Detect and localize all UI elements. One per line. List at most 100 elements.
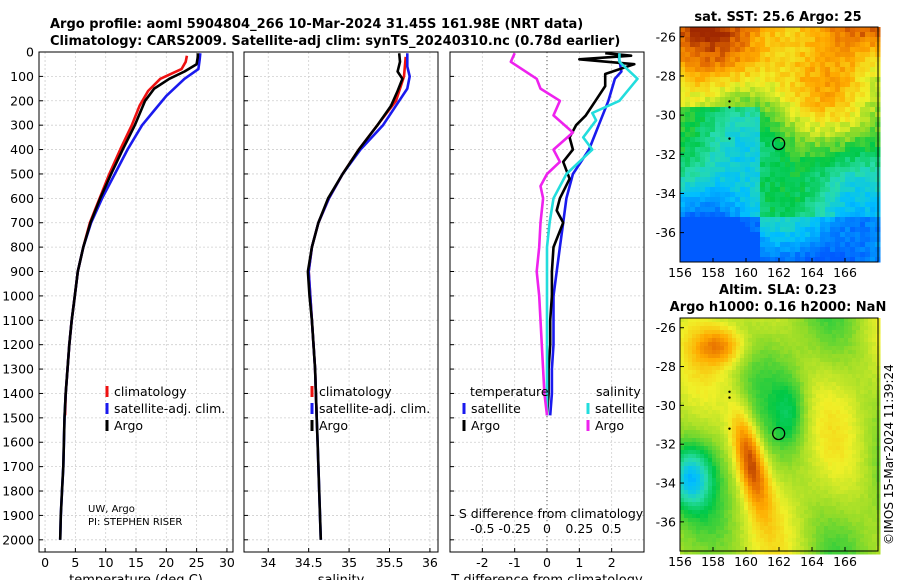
secondary-x-tick-label: 0.25 <box>565 521 593 536</box>
heatmap-cell <box>830 87 836 93</box>
heatmap-cell <box>715 57 721 63</box>
heatmap-cell <box>785 202 791 208</box>
heatmap-cell <box>692 490 697 495</box>
heatmap-cell <box>720 370 725 375</box>
heatmap-cell <box>752 482 757 487</box>
heatmap-cell <box>740 434 745 439</box>
heatmap-cell <box>724 538 729 543</box>
heatmap-cell <box>692 450 697 455</box>
x-tick-label: 34.5 <box>295 555 323 570</box>
heatmap-cell <box>860 57 866 63</box>
heatmap-cell <box>685 87 691 93</box>
heatmap-cell <box>832 522 837 527</box>
heatmap-cell <box>848 426 853 431</box>
heatmap-cell <box>830 67 836 73</box>
y-tick-label: -32 <box>656 147 676 162</box>
heatmap-cell <box>692 398 697 403</box>
heatmap-cell <box>715 247 721 253</box>
heatmap-cell <box>864 374 869 379</box>
heatmap-cell <box>744 418 749 423</box>
heatmap-cell <box>688 446 693 451</box>
heatmap-cell <box>865 222 871 228</box>
heatmap-cell <box>700 378 705 383</box>
heatmap-cell <box>728 474 733 479</box>
heatmap-cell <box>845 212 851 218</box>
heatmap-cell <box>808 318 813 323</box>
heatmap-cell <box>870 92 876 98</box>
heatmap-cell <box>756 474 761 479</box>
heatmap-cell <box>700 157 706 163</box>
heatmap-cell <box>728 430 733 435</box>
heatmap-cell <box>724 526 729 531</box>
temperature-panel: 0100200300400500600700800900100011001200… <box>2 45 235 580</box>
heatmap-cell <box>750 42 756 48</box>
heatmap-cell <box>720 227 726 233</box>
x-tick-label: 160 <box>734 265 758 280</box>
heatmap-cell <box>748 478 753 483</box>
heatmap-cell <box>792 406 797 411</box>
heatmap-cell <box>680 212 686 218</box>
heatmap-cell <box>720 137 726 143</box>
heatmap-cell <box>796 350 801 355</box>
heatmap-cell <box>708 530 713 535</box>
heatmap-cell <box>692 494 697 499</box>
heatmap-cell <box>856 474 861 479</box>
heatmap-cell <box>730 197 736 203</box>
heatmap-cell <box>832 358 837 363</box>
heatmap-cell <box>815 237 821 243</box>
heatmap-cell <box>680 462 685 467</box>
heatmap-cell <box>752 342 757 347</box>
heatmap-cell <box>800 482 805 487</box>
heatmap-cell <box>815 162 821 168</box>
heatmap-cell <box>704 430 709 435</box>
heatmap-cell <box>812 326 817 331</box>
heatmap-cell <box>750 222 756 228</box>
heatmap-cell <box>712 354 717 359</box>
heatmap-cell <box>840 147 846 153</box>
heatmap-cell <box>792 334 797 339</box>
heatmap-cell <box>730 117 736 123</box>
heatmap-cell <box>688 402 693 407</box>
heatmap-cell <box>700 494 705 499</box>
heatmap-cell <box>780 252 786 258</box>
heatmap-cell <box>788 466 793 471</box>
legend-label: Argo <box>114 418 143 433</box>
heatmap-cell <box>768 402 773 407</box>
heatmap-cell <box>684 446 689 451</box>
heatmap-cell <box>784 502 789 507</box>
heatmap-cell <box>716 506 721 511</box>
heatmap-cell <box>850 77 856 83</box>
heatmap-cell <box>784 538 789 543</box>
heatmap-cell <box>790 237 796 243</box>
heatmap-cell <box>796 402 801 407</box>
heatmap-cell <box>696 382 701 387</box>
heatmap-cell <box>800 212 806 218</box>
heatmap-cell <box>855 212 861 218</box>
heatmap-cell <box>812 430 817 435</box>
heatmap-cell <box>788 530 793 535</box>
heatmap-cell <box>820 374 825 379</box>
heatmap-cell <box>836 382 841 387</box>
heatmap-cell <box>724 442 729 447</box>
heatmap-cell <box>860 52 866 58</box>
heatmap-cell <box>688 426 693 431</box>
heatmap-cell <box>812 342 817 347</box>
heatmap-cell <box>848 498 853 503</box>
heatmap-cell <box>832 478 837 483</box>
heatmap-cell <box>704 518 709 523</box>
heatmap-cell <box>868 378 873 383</box>
heatmap-cell <box>752 534 757 539</box>
heatmap-cell <box>744 534 749 539</box>
heatmap-cell <box>788 450 793 455</box>
heatmap-cell <box>788 382 793 387</box>
heatmap-cell <box>715 177 721 183</box>
heatmap-cell <box>852 470 857 475</box>
heatmap-cell <box>760 117 766 123</box>
heatmap-cell <box>805 42 811 48</box>
heatmap-cell <box>750 227 756 233</box>
heatmap-cell <box>800 330 805 335</box>
heatmap-cell <box>764 326 769 331</box>
heatmap-cell <box>868 502 873 507</box>
heatmap-cell <box>820 242 826 248</box>
heatmap-cell <box>760 450 765 455</box>
